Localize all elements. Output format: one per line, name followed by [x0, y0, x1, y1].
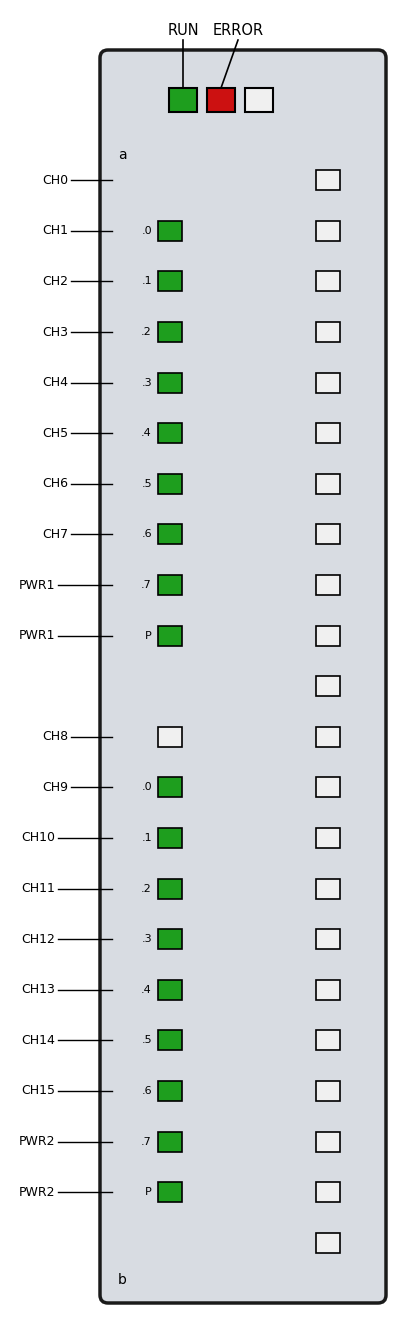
- Bar: [158, 424, 182, 444]
- Text: P: P: [145, 1188, 152, 1197]
- Bar: [316, 373, 340, 393]
- Bar: [158, 1081, 182, 1101]
- Bar: [158, 878, 182, 898]
- Bar: [316, 980, 340, 1000]
- Bar: [158, 373, 182, 393]
- Bar: [316, 1081, 340, 1101]
- Bar: [158, 272, 182, 292]
- Text: .7: .7: [141, 1137, 152, 1146]
- Text: .5: .5: [141, 1036, 152, 1045]
- Text: CH3: CH3: [42, 325, 68, 339]
- Text: CH0: CH0: [42, 173, 68, 187]
- Text: .4: .4: [141, 428, 152, 439]
- Bar: [158, 1182, 182, 1202]
- Bar: [316, 575, 340, 595]
- Text: .6: .6: [141, 1086, 152, 1096]
- Bar: [316, 1182, 340, 1202]
- Text: CH12: CH12: [21, 933, 55, 945]
- Text: CH9: CH9: [42, 781, 68, 794]
- Text: PWR1: PWR1: [19, 579, 55, 592]
- Bar: [316, 1030, 340, 1050]
- Text: .1: .1: [141, 276, 152, 287]
- Bar: [316, 929, 340, 949]
- Text: P: P: [145, 631, 152, 641]
- Text: CH8: CH8: [42, 730, 68, 744]
- Bar: [158, 726, 182, 746]
- Bar: [316, 323, 340, 343]
- Text: PWR2: PWR2: [19, 1185, 55, 1198]
- Bar: [158, 473, 182, 493]
- Bar: [316, 221, 340, 241]
- Text: ERROR: ERROR: [213, 23, 263, 39]
- Text: CH10: CH10: [21, 832, 55, 845]
- Bar: [158, 980, 182, 1000]
- Text: a: a: [118, 148, 127, 163]
- Bar: [316, 1132, 340, 1152]
- Text: .0: .0: [141, 225, 152, 236]
- Bar: [158, 575, 182, 595]
- Bar: [158, 777, 182, 797]
- Bar: [316, 878, 340, 898]
- Bar: [316, 524, 340, 544]
- Bar: [158, 524, 182, 544]
- Bar: [207, 88, 235, 112]
- Bar: [245, 88, 273, 112]
- Bar: [316, 272, 340, 292]
- Bar: [158, 1030, 182, 1050]
- Text: CH6: CH6: [42, 477, 68, 491]
- Bar: [158, 828, 182, 848]
- Bar: [158, 323, 182, 343]
- Text: .0: .0: [141, 782, 152, 792]
- FancyBboxPatch shape: [100, 51, 386, 1302]
- Bar: [158, 625, 182, 645]
- Text: .3: .3: [141, 934, 152, 944]
- Text: .1: .1: [141, 833, 152, 842]
- Bar: [169, 88, 197, 112]
- Bar: [316, 828, 340, 848]
- Text: CH11: CH11: [21, 882, 55, 894]
- Bar: [316, 473, 340, 493]
- Text: CH5: CH5: [42, 427, 68, 440]
- Text: .7: .7: [141, 580, 152, 591]
- Bar: [158, 929, 182, 949]
- Text: CH7: CH7: [42, 528, 68, 541]
- Bar: [316, 1233, 340, 1253]
- Bar: [316, 171, 340, 191]
- Text: CH1: CH1: [42, 224, 68, 237]
- Bar: [316, 625, 340, 645]
- Text: RUN: RUN: [167, 23, 199, 39]
- Text: b: b: [118, 1273, 127, 1286]
- Text: .6: .6: [141, 529, 152, 540]
- Text: CH15: CH15: [21, 1085, 55, 1097]
- Text: CH13: CH13: [21, 984, 55, 996]
- Text: PWR2: PWR2: [19, 1134, 55, 1148]
- Text: .2: .2: [141, 884, 152, 893]
- Text: .3: .3: [141, 377, 152, 388]
- Text: PWR1: PWR1: [19, 629, 55, 643]
- Bar: [158, 1132, 182, 1152]
- Bar: [158, 221, 182, 241]
- Bar: [316, 424, 340, 444]
- Text: CH14: CH14: [21, 1034, 55, 1046]
- Text: .2: .2: [141, 327, 152, 337]
- Text: CH2: CH2: [42, 275, 68, 288]
- Bar: [316, 676, 340, 696]
- Bar: [316, 726, 340, 746]
- Bar: [316, 777, 340, 797]
- Text: .4: .4: [141, 985, 152, 994]
- Text: CH4: CH4: [42, 376, 68, 389]
- Text: .5: .5: [141, 479, 152, 489]
